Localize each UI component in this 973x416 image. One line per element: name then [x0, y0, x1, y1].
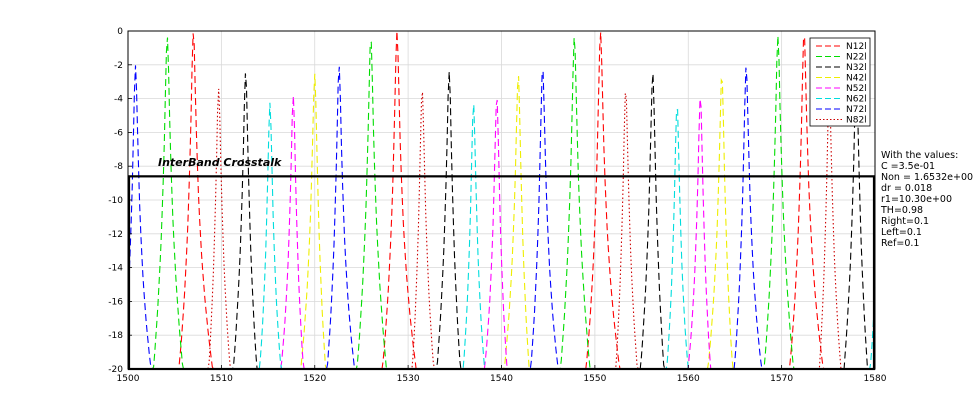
param-note-line: r1=10.30e+00 — [881, 194, 952, 205]
y-tick-label: -18 — [108, 331, 123, 341]
param-note-line: C =3.5e-01 — [881, 161, 935, 172]
y-tick-label: -2 — [114, 61, 123, 71]
param-note-line: TH=0.98 — [880, 205, 923, 216]
legend-label-N72l: N72l — [846, 105, 867, 115]
param-note-line: Left=0.1 — [881, 227, 922, 238]
legend-label-N22l: N22l — [846, 53, 867, 63]
y-tick-label: -10 — [108, 196, 123, 206]
legend-label-N62l: N62l — [846, 95, 867, 105]
x-tick-label: 1510 — [210, 374, 233, 384]
y-tick-label: -12 — [108, 230, 123, 240]
axis-ticks: 1500 1510 1520 1530 1540 1550 1560 1570 1580 0 -2 -… — [108, 27, 886, 384]
y-tick-label: -8 — [114, 162, 123, 172]
x-tick-label: 1500 — [117, 374, 140, 384]
x-tick-label: 1570 — [770, 374, 793, 384]
param-note-line: Ref=0.1 — [881, 238, 919, 249]
y-tick-label: -14 — [108, 264, 123, 274]
param-note-line: dr = 0.018 — [881, 183, 932, 194]
y-tick-label: -6 — [114, 128, 123, 138]
y-tick-label: -20 — [108, 365, 123, 375]
legend-label-N32l: N32l — [846, 63, 867, 73]
param-note-line: With the values: — [881, 150, 958, 161]
x-tick-label: 1540 — [490, 374, 513, 384]
x-tick-label: 1580 — [864, 374, 887, 384]
x-tick-label: 1560 — [677, 374, 700, 384]
y-tick-label: 0 — [117, 27, 123, 37]
legend-label-N82l: N82l — [846, 116, 867, 126]
y-tick-label: -4 — [114, 95, 123, 105]
x-tick-label: 1530 — [397, 374, 420, 384]
x-tick-label: 1550 — [583, 374, 606, 384]
legend-label-N12l: N12l — [846, 42, 867, 52]
y-tick-label: -16 — [108, 297, 123, 307]
grid-lines — [128, 31, 875, 369]
legend-label-N52l: N52l — [846, 84, 867, 94]
legend-label-N42l: N42l — [846, 74, 867, 84]
param-note-line: Non = 1.6532e+00 — [881, 172, 973, 183]
x-tick-label: 1520 — [303, 374, 326, 384]
param-note-line: Right=0.1 — [881, 216, 929, 227]
crosstalk-annotation: InterBand Crosstalk — [158, 156, 282, 169]
